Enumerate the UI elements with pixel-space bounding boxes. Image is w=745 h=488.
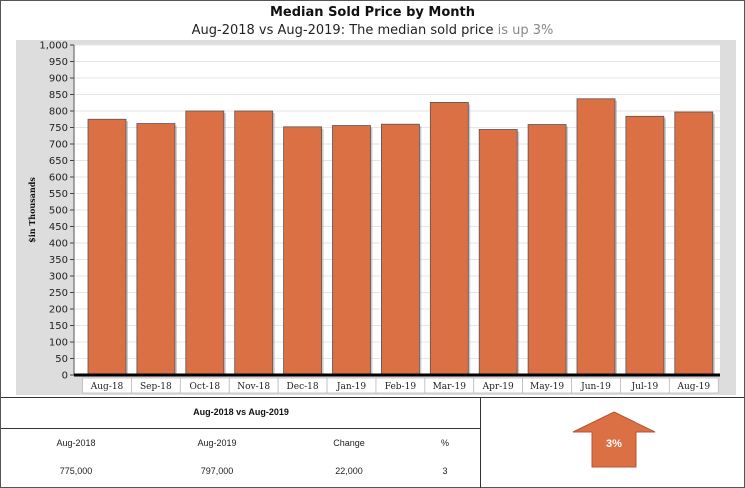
y-tick-label: 200 bbox=[49, 305, 68, 316]
x-tick-label: Oct-18 bbox=[190, 382, 221, 392]
y-tick-label: 250 bbox=[49, 288, 68, 299]
y-tick-label: 100 bbox=[49, 338, 68, 349]
y-tick-label: 750 bbox=[49, 123, 68, 134]
bar bbox=[87, 118, 127, 376]
summary-value-change: 22,000 bbox=[335, 466, 363, 476]
x-tick-label: Nov-18 bbox=[237, 382, 270, 392]
y-tick-label: 1,000 bbox=[39, 41, 68, 52]
y-tick-label: 450 bbox=[49, 222, 68, 233]
x-tick-label: Aug-19 bbox=[677, 382, 711, 392]
y-tick-label: 950 bbox=[49, 57, 68, 68]
x-tick-label: Feb-19 bbox=[385, 382, 417, 392]
x-category-cell bbox=[668, 377, 719, 394]
y-axis-label: $in Thousands bbox=[27, 177, 37, 243]
y-tick-label: 600 bbox=[49, 173, 68, 184]
y-tick-label: 850 bbox=[49, 90, 68, 101]
summary-panel: Aug-2018 vs Aug-2019 Aug-2018 Aug-2019 C… bbox=[1, 397, 744, 488]
bar bbox=[380, 123, 420, 376]
summary-divider bbox=[1, 428, 481, 429]
bar bbox=[185, 110, 225, 376]
up-arrow-icon bbox=[572, 411, 656, 468]
subtitle-text: Aug-2018 vs Aug-2019: The median sold pr… bbox=[191, 23, 498, 38]
x-tick-label: Jun-19 bbox=[580, 382, 611, 392]
summary-value-percent: 3 bbox=[442, 466, 448, 476]
y-tick-label: 400 bbox=[49, 239, 68, 250]
bar bbox=[234, 110, 274, 376]
x-tick-label: Mar-19 bbox=[433, 382, 467, 392]
y-tick-label: 800 bbox=[49, 107, 68, 118]
x-tick-label: Sep-18 bbox=[140, 382, 172, 392]
arrow-percent-label: 3% bbox=[606, 438, 622, 450]
summary-value-aug2019: 797,000 bbox=[200, 466, 234, 476]
x-tick-label: Jul-19 bbox=[631, 382, 659, 392]
x-tick-label: Jan-19 bbox=[336, 382, 367, 392]
y-tick-label: 300 bbox=[49, 272, 68, 283]
bar bbox=[332, 125, 371, 376]
bar bbox=[429, 102, 469, 376]
x-tick-label: May-19 bbox=[530, 382, 564, 392]
y-tick-label: 350 bbox=[49, 255, 68, 266]
summary-header-percent: % bbox=[440, 438, 449, 448]
summary-table: Aug-2018 vs Aug-2019 Aug-2018 Aug-2019 C… bbox=[1, 398, 481, 488]
bar bbox=[625, 115, 665, 376]
bar bbox=[576, 98, 616, 376]
x-tick-label: Apr-19 bbox=[482, 382, 514, 392]
y-tick-label: 150 bbox=[49, 321, 68, 332]
subtitle-highlight: is up 3% bbox=[497, 23, 554, 38]
bar bbox=[136, 123, 176, 376]
x-tick-label: Aug-18 bbox=[90, 382, 124, 392]
chart-title: Median Sold Price by Month bbox=[270, 5, 475, 20]
y-tick-label: 650 bbox=[49, 156, 68, 167]
summary-title: Aug-2018 vs Aug-2019 bbox=[193, 407, 289, 417]
summary-header-change: Change bbox=[333, 438, 365, 448]
y-tick-label: 700 bbox=[49, 140, 68, 151]
summary-value-aug2018: 775,000 bbox=[59, 466, 93, 476]
y-tick-label: 50 bbox=[55, 354, 68, 365]
summary-header-aug2019: Aug-2019 bbox=[197, 438, 237, 448]
y-tick-label: 500 bbox=[49, 206, 68, 217]
bar bbox=[478, 129, 518, 376]
bar bbox=[527, 124, 567, 376]
summary-header-aug2018: Aug-2018 bbox=[56, 438, 96, 448]
y-tick-label: 0 bbox=[62, 371, 68, 382]
bar bbox=[283, 126, 323, 376]
bar-chart: 0 50 100 150 200 250 300 350 400 450 500 550 600 650 7… bbox=[16, 40, 736, 395]
x-tick-label: Dec-18 bbox=[287, 382, 319, 392]
y-tick-label: 900 bbox=[49, 74, 68, 85]
y-tick-label: 550 bbox=[49, 189, 68, 200]
chart-subtitle: Aug-2018 vs Aug-2019: The median sold pr… bbox=[0, 23, 745, 38]
bar bbox=[674, 111, 714, 376]
